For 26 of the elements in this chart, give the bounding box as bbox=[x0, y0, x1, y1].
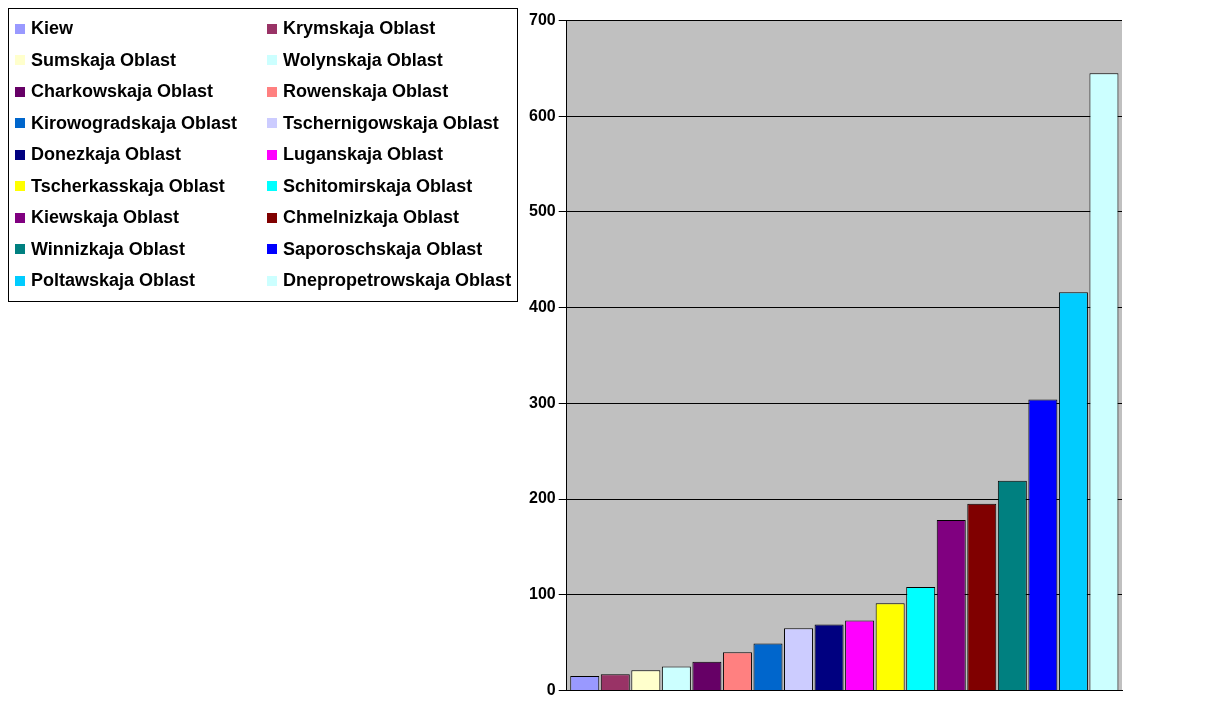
legend-label: Kiew bbox=[31, 18, 74, 40]
legend-label: Poltawskaja Oblast bbox=[31, 270, 196, 292]
legend-label: Schitomirskaja Oblast bbox=[283, 175, 473, 197]
legend-label: Luganskaja Oblast bbox=[283, 144, 444, 166]
legend-label: Rowenskaja Oblast bbox=[283, 81, 449, 103]
legend-label: Wolynskaja Oblast bbox=[283, 49, 443, 71]
legend-label: Krymskaja Oblast bbox=[283, 18, 436, 40]
legend-label: Tschernigowskaja Oblast bbox=[283, 112, 499, 134]
y-tick-label: 0 bbox=[546, 680, 556, 698]
legend-label: Donezkaja Oblast bbox=[31, 144, 182, 166]
legend-label: Tscherkasskaja Oblast bbox=[31, 175, 225, 197]
legend-label: Winnizkaja Oblast bbox=[31, 238, 185, 260]
legend-label: Charkowskaja Oblast bbox=[31, 81, 214, 103]
legend-label: Saporoschskaja Oblast bbox=[283, 238, 483, 260]
y-tick-label: 700 bbox=[529, 11, 556, 29]
legend-label: Dnepropetrowskaja Oblast bbox=[283, 270, 512, 292]
legend-label: Kiewskaja Oblast bbox=[31, 207, 180, 229]
legend-label: Chmelnizkaja Oblast bbox=[283, 207, 460, 229]
legend-label: Kirowogradskaja Oblast bbox=[31, 112, 238, 134]
y-tick-label: 400 bbox=[529, 298, 556, 316]
y-tick-label: 200 bbox=[529, 489, 556, 507]
legend-label: Sumskaja Oblast bbox=[31, 49, 177, 71]
y-tick-label: 300 bbox=[529, 393, 556, 411]
y-tick-label: 100 bbox=[529, 585, 556, 603]
y-tick-label: 600 bbox=[529, 106, 556, 124]
y-tick-label: 500 bbox=[529, 202, 556, 220]
